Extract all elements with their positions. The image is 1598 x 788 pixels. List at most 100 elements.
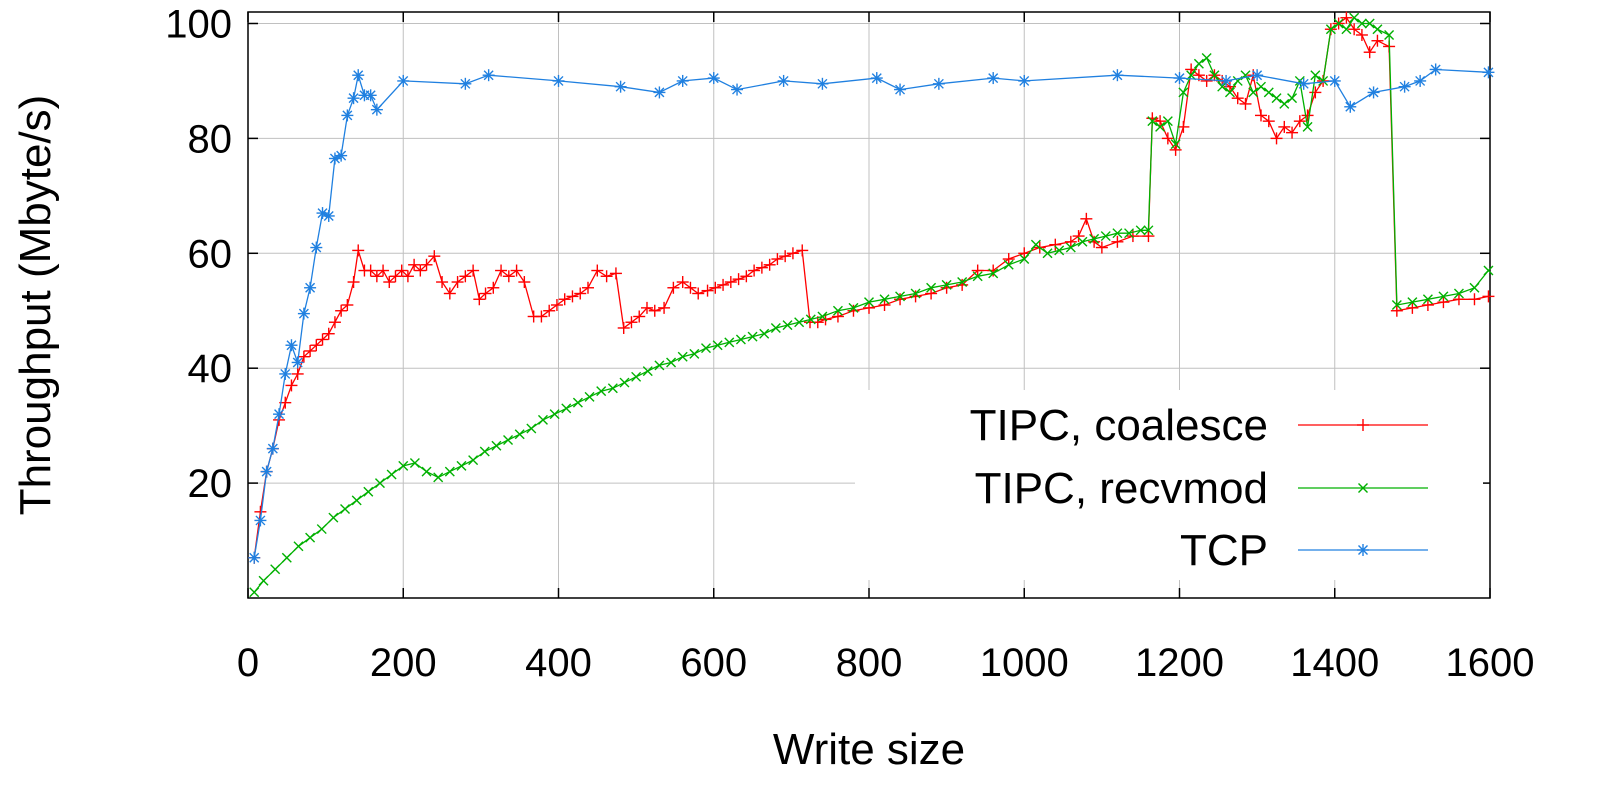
- data-point-tcp: [291, 356, 304, 369]
- data-point-tipc-coalesce: [1072, 230, 1085, 243]
- data-point-tcp: [932, 77, 945, 90]
- data-point-tipc-coalesce: [377, 264, 390, 277]
- data-point-tipc-coalesce: [1111, 235, 1124, 248]
- data-point-tipc-coalesce: [1468, 293, 1481, 306]
- data-point-tipc-coalesce: [1286, 126, 1299, 139]
- data-point-tipc-coalesce: [1080, 212, 1093, 225]
- x-tick-label: 600: [680, 641, 747, 685]
- data-point-tipc-recvmod: [1077, 236, 1088, 247]
- data-point-tcp: [310, 241, 323, 254]
- data-point-tipc-recvmod: [941, 279, 952, 290]
- series-tipc-recvmod: [249, 12, 1494, 598]
- legend-background: [855, 390, 1483, 580]
- data-point-tcp: [370, 103, 383, 116]
- data-point-tipc-coalesce: [1309, 86, 1322, 99]
- data-point-tipc-recvmod: [1391, 300, 1402, 310]
- data-point-tipc-recvmod: [305, 532, 316, 543]
- data-point-tcp: [870, 72, 883, 85]
- data-point-tipc-coalesce: [291, 367, 304, 380]
- data-point-tipc-coalesce: [566, 290, 579, 303]
- data-point-tipc-recvmod: [666, 357, 677, 368]
- data-point-tipc-coalesce: [1348, 23, 1361, 36]
- data-point-tipc-coalesce: [909, 290, 922, 303]
- data-point-tipc-recvmod: [988, 268, 999, 279]
- data-point-tipc-coalesce: [1270, 132, 1283, 145]
- data-point-tipc-coalesce: [364, 264, 377, 277]
- data-point-tipc-recvmod: [1054, 245, 1065, 256]
- data-point-tcp: [987, 72, 1000, 85]
- data-point-tipc-recvmod: [1162, 116, 1173, 127]
- data-point-tipc-recvmod: [1193, 58, 1204, 69]
- data-point-tipc-recvmod: [1469, 282, 1480, 293]
- data-point-tipc-recvmod: [456, 460, 467, 471]
- data-point-tipc-recvmod: [281, 552, 292, 563]
- data-point-tipc-recvmod: [1224, 87, 1235, 98]
- data-point-tipc-coalesce: [581, 281, 594, 294]
- data-point-tipc-recvmod: [351, 495, 362, 506]
- data-point-tipc-coalesce: [1095, 241, 1108, 254]
- data-point-tipc-coalesce: [740, 270, 753, 283]
- data-point-tipc-recvmod: [374, 478, 385, 489]
- data-point-tipc-coalesce: [863, 301, 875, 314]
- data-point-tipc-recvmod: [817, 311, 828, 322]
- data-point-tcp: [1344, 100, 1357, 113]
- data-point-tipc-coalesce: [510, 264, 523, 277]
- data-point-tipc-recvmod: [1384, 29, 1395, 40]
- data-point-tipc-coalesce: [732, 273, 745, 286]
- data-point-tipc-coalesce: [724, 276, 737, 289]
- data-point-tipc-recvmod: [735, 334, 746, 345]
- y-tick-label: 100: [165, 2, 232, 46]
- data-point-tipc-coalesce: [1390, 304, 1403, 317]
- data-point-tcp: [347, 92, 360, 105]
- data-point-tcp: [1414, 74, 1427, 87]
- data-point-tipc-coalesce: [1301, 109, 1314, 122]
- y-tick-label: 80: [188, 117, 233, 161]
- data-point-tipc-coalesce: [1363, 46, 1376, 59]
- data-point-tipc-coalesce: [1452, 293, 1465, 306]
- data-point-tipc-coalesce: [971, 264, 984, 277]
- data-point-tcp: [1018, 74, 1031, 87]
- data-point-tipc-coalesce: [692, 287, 705, 300]
- data-point-tipc-recvmod: [1364, 18, 1375, 29]
- data-point-tipc-recvmod: [642, 366, 653, 377]
- data-point-tipc-recvmod: [1089, 233, 1100, 244]
- data-point-tipc-recvmod: [1135, 225, 1146, 236]
- data-point-tcp: [1111, 69, 1124, 82]
- x-tick-label: 800: [836, 641, 903, 685]
- data-point-tipc-coalesce: [389, 270, 402, 283]
- data-point-tipc-recvmod: [491, 440, 502, 451]
- legend-marker-tipc-recvmod: [1358, 483, 1368, 493]
- data-point-tipc-recvmod: [1170, 139, 1181, 150]
- data-point-tcp: [352, 69, 365, 82]
- y-tick-label: 20: [188, 462, 233, 506]
- data-point-tipc-recvmod: [759, 328, 770, 339]
- data-point-tipc-coalesce: [633, 310, 646, 323]
- x-tick-label: 200: [370, 641, 437, 685]
- data-point-tipc-coalesce: [940, 281, 953, 294]
- data-point-tipc-recvmod: [700, 343, 711, 354]
- y-axis-title: Throughput (Mbyte/s): [11, 95, 60, 516]
- data-point-tipc-coalesce: [473, 293, 486, 306]
- data-point-tcp: [1398, 80, 1411, 93]
- data-point-tipc-recvmod: [1372, 24, 1383, 35]
- data-point-tipc-recvmod: [340, 503, 351, 514]
- x-axis-title: Write size: [773, 725, 965, 774]
- data-point-tcp: [459, 77, 472, 90]
- data-point-tipc-recvmod: [1287, 93, 1298, 104]
- data-point-tipc-recvmod: [957, 277, 968, 288]
- data-point-tipc-coalesce: [1161, 132, 1174, 145]
- data-point-tipc-coalesce: [925, 287, 938, 300]
- data-point-tipc-coalesce: [625, 316, 638, 329]
- data-point-tipc-coalesce: [1154, 115, 1167, 128]
- data-point-tipc-coalesce: [1239, 97, 1252, 110]
- data-point-tipc-recvmod: [1438, 291, 1449, 302]
- data-point-tipc-coalesce: [1255, 109, 1268, 122]
- data-point-tipc-recvmod: [1065, 242, 1076, 253]
- data-point-tipc-coalesce: [1231, 92, 1244, 105]
- legend: TIPC, coalesce TIPC, recvmod TCP: [855, 390, 1483, 580]
- data-point-tipc-coalesce: [487, 281, 500, 294]
- data-point-tipc-recvmod: [1325, 24, 1336, 35]
- data-point-tipc-coalesce: [535, 310, 548, 323]
- data-point-tipc-coalesce: [428, 250, 441, 263]
